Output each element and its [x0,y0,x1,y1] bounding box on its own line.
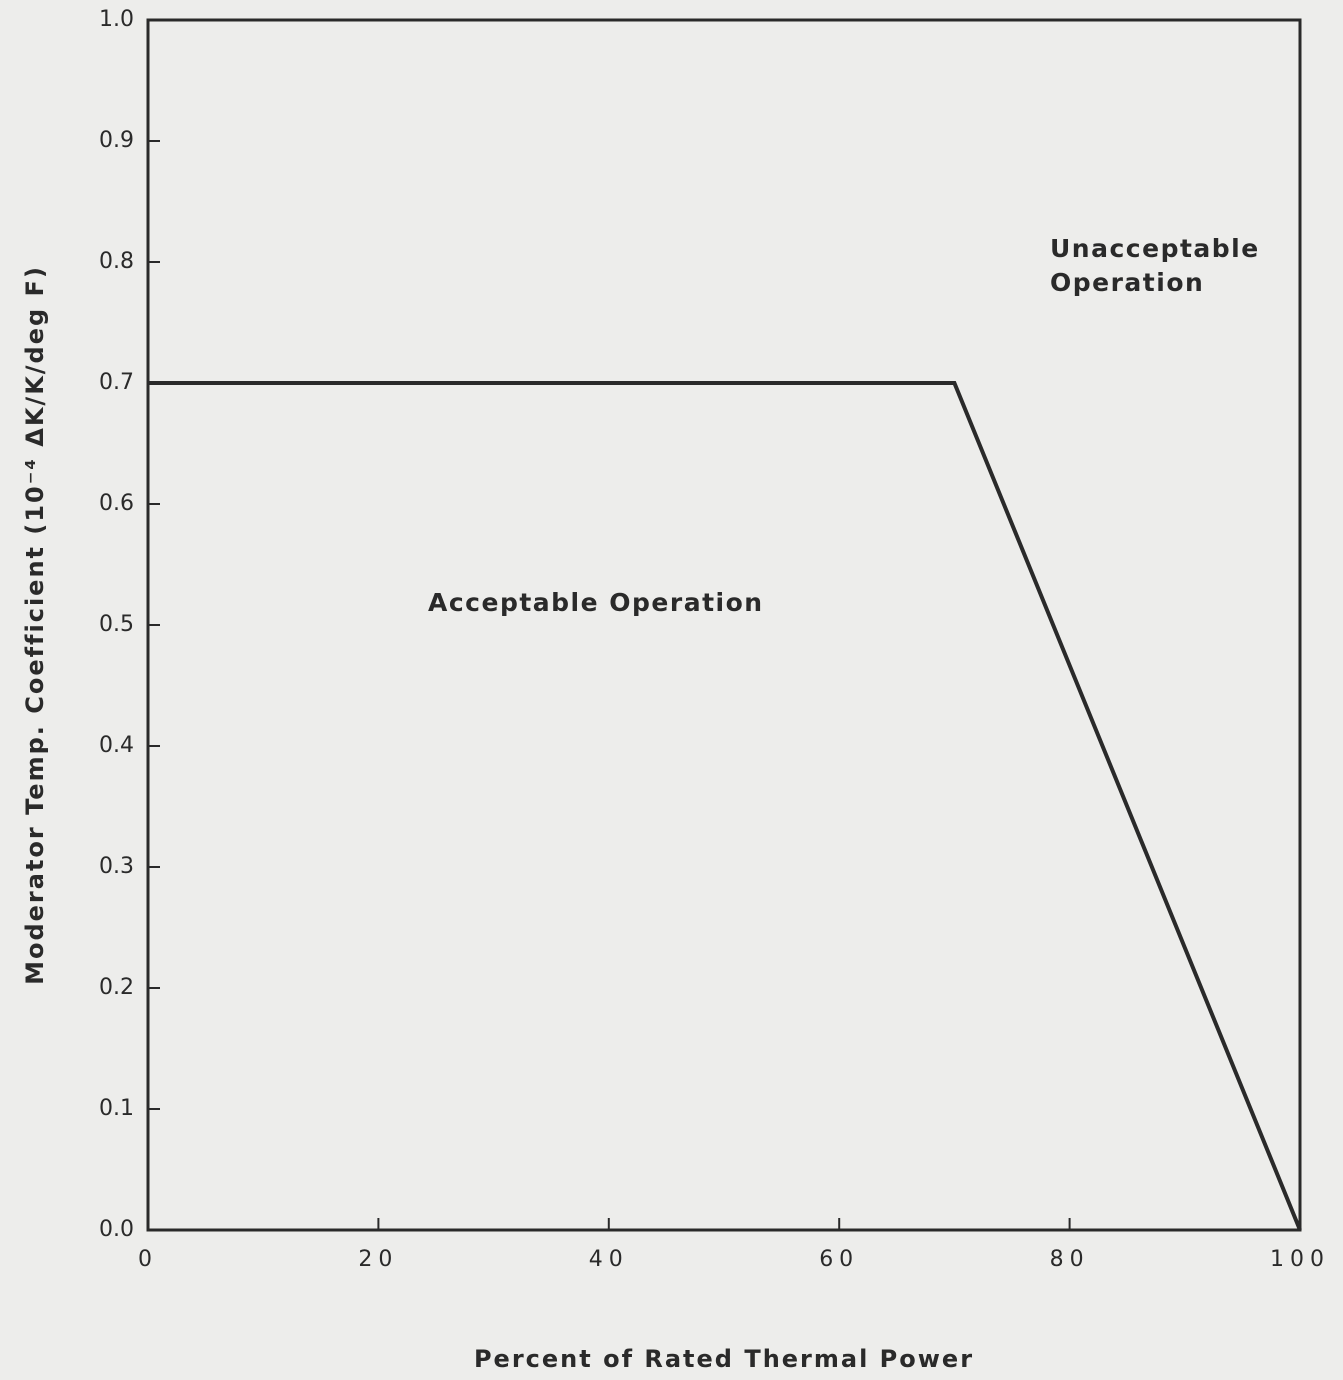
y-tick-label: 0.9 [99,128,134,153]
y-tick-label: 0.7 [99,370,134,395]
y-tick-label: 0.2 [99,975,134,1000]
y-tick-label: 0.5 [99,612,134,637]
annotation: Unacceptable [1050,234,1260,263]
plot-frame [146,18,1302,1232]
x-tick-label: 40 [589,1247,629,1272]
y-tick-label: 0.8 [99,249,134,274]
x-tick-label: 20 [358,1247,398,1272]
y-axis-label: Moderator Temp. Coefficient (10⁻⁴ ΔK/K/d… [21,265,49,985]
y-tick-label: 1.0 [99,7,134,32]
x-axis-label: Percent of Rated Thermal Power [474,1345,974,1373]
x-tick-label: 100 [1270,1247,1330,1272]
y-tick-label: 0.6 [99,491,134,516]
x-tick-label: 80 [1050,1247,1090,1272]
y-tick-label: 0.4 [99,733,134,758]
annotation: Operation [1050,268,1204,297]
x-tick-label: 60 [819,1247,859,1272]
y-tick-label: 0.3 [99,854,134,879]
y-tick-label: 0.1 [99,1096,134,1121]
x-tick-label: 0 [138,1247,158,1272]
annotation: Acceptable Operation [428,588,764,617]
y-tick-label: 0.0 [99,1217,134,1242]
data-line [148,381,1302,1231]
